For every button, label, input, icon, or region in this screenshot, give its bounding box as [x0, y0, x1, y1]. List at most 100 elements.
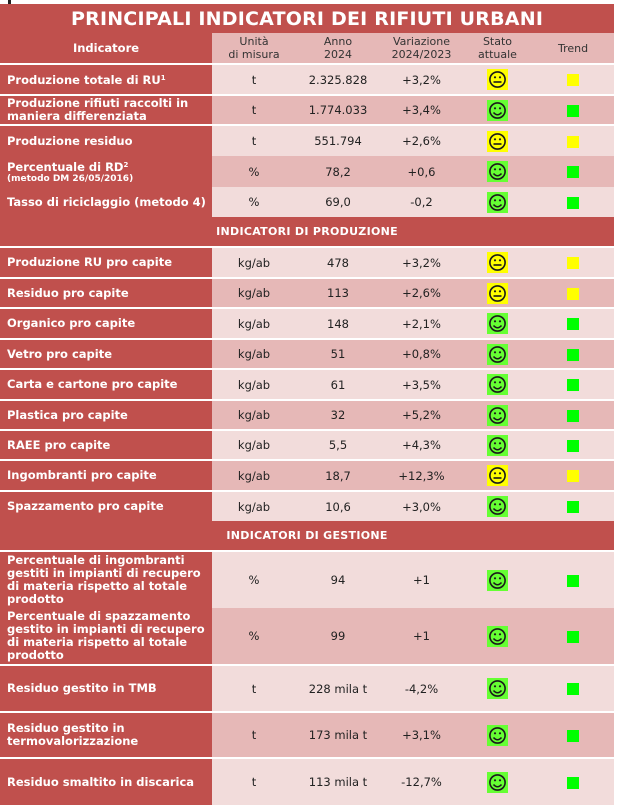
status-cell: [463, 277, 532, 308]
trend-cell: [532, 94, 615, 125]
trend-cell: [532, 399, 615, 430]
smiley-happy-icon: [487, 404, 508, 426]
status-cell: [463, 459, 532, 491]
col-header-indicatore: Indicatore: [0, 33, 212, 64]
smiley-happy-icon: [487, 771, 508, 793]
table-row: Residuo gestito in termovalorizzazione t 1…: [0, 711, 615, 758]
trend-yellow-square-icon: [567, 470, 580, 482]
unit-cell: kg/ab: [212, 399, 296, 430]
value-cell: 113 mila t: [296, 757, 380, 805]
trend-green-square-icon: [567, 166, 580, 178]
table-row: Produzione residuo t 551.794 +2,6%: [0, 124, 615, 156]
trend-yellow-square-icon: [567, 257, 580, 269]
page-title: PRINCIPALI INDICATORI DEI RIFIUTI URBANI: [0, 4, 615, 33]
smiley-neutral-icon: [487, 130, 508, 152]
change-cell: +0,6: [380, 156, 463, 187]
indicator-label: Residuo pro capite: [7, 285, 129, 300]
col-header-unita-line1: Unità: [239, 35, 269, 48]
trend-cell: [532, 429, 615, 460]
section-title: INDICATORI DI PRODUZIONE: [0, 217, 615, 247]
status-cell: [463, 429, 532, 460]
smiley-happy-icon: [487, 313, 508, 334]
unit-cell: %: [212, 550, 296, 608]
value-cell: 478: [296, 246, 380, 278]
smiley-happy-icon: [487, 343, 508, 365]
unit-cell: kg/ab: [212, 338, 296, 369]
value-cell: 78,2: [296, 156, 380, 187]
unit-cell: %: [212, 156, 296, 187]
indicator-cell: Produzione totale di RU1: [0, 63, 212, 95]
trend-yellow-square-icon: [567, 74, 580, 86]
unit-cell: kg/ab: [212, 490, 296, 521]
section-header-row: INDICATORI DI GESTIONE: [0, 521, 615, 551]
status-cell: [463, 307, 532, 339]
col-header-stato: Stato attuale: [463, 33, 532, 64]
col-header-anno-line2: 2024: [324, 48, 352, 61]
table-row: Percentuale di ingombranti gestiti in im…: [0, 550, 615, 608]
unit-cell: kg/ab: [212, 459, 296, 491]
unit-cell: kg/ab: [212, 246, 296, 278]
change-cell: +4,3%: [380, 429, 463, 460]
smiley-happy-icon: [487, 161, 508, 182]
value-cell: 32: [296, 399, 380, 430]
indicator-label: Produzione residuo: [7, 133, 133, 148]
value-cell: 51: [296, 338, 380, 369]
indicator-label: Residuo smaltito in discarica: [7, 774, 195, 789]
indicator-label: RAEE pro capite: [7, 437, 111, 452]
value-cell: 18,7: [296, 459, 380, 491]
col-header-variazione: Variazione 2024/2023: [380, 33, 463, 64]
section-header-row: INDICATORI DI PRODUZIONE: [0, 217, 615, 247]
indicator-label: Ingombranti pro capite: [7, 468, 157, 482]
smiley-neutral-icon: [487, 69, 508, 90]
table-row: Percentuale di RD2 (metodo DM 26/05/2016)…: [0, 156, 615, 187]
trend-yellow-square-icon: [567, 287, 580, 300]
trend-green-square-icon: [567, 104, 580, 117]
smiley-happy-icon: [487, 99, 508, 121]
trend-cell: [532, 124, 615, 156]
change-cell: +0,8%: [380, 338, 463, 369]
smiley-happy-icon: [487, 191, 508, 213]
table-row: Residuo pro capite kg/ab 113 +2,6%: [0, 277, 615, 308]
status-cell: [463, 63, 532, 95]
smiley-neutral-icon: [487, 282, 508, 304]
table-row: Residuo smaltito in discarica t 113 mila t…: [0, 757, 615, 805]
indicator-cell: Percentuale di RD2 (metodo DM 26/05/2016): [0, 156, 212, 187]
status-cell: [463, 399, 532, 430]
indicator-label: Produzione rifiuti raccolti in maniera d…: [7, 96, 189, 123]
indicator-label: Produzione totale di RU: [7, 73, 161, 87]
trend-cell: [532, 187, 615, 217]
change-cell: +3,2%: [380, 246, 463, 278]
status-cell: [463, 124, 532, 156]
smiley-happy-icon: [487, 569, 508, 591]
table-row: Produzione rifiuti raccolti in maniera d…: [0, 94, 615, 125]
unit-cell: kg/ab: [212, 429, 296, 460]
value-cell: 94: [296, 550, 380, 608]
status-cell: [463, 757, 532, 805]
indicator-cell: Percentuale di ingombranti gestiti in im…: [0, 550, 212, 608]
col-header-stato-line2: attuale: [478, 48, 517, 61]
unit-cell: t: [212, 94, 296, 125]
change-cell: +1: [380, 608, 463, 665]
status-cell: [463, 608, 532, 665]
indicator-cell: Tasso di riciclaggio (metodo 4): [0, 187, 212, 217]
col-header-trend: Trend: [532, 33, 615, 64]
trend-cell: [532, 459, 615, 491]
table-row: RAEE pro capite kg/ab 5,5 +4,3%: [0, 429, 615, 460]
unit-cell: t: [212, 757, 296, 805]
smiley-happy-icon: [487, 678, 508, 699]
unit-cell: kg/ab: [212, 277, 296, 308]
column-header-row: Indicatore Unità di misura Anno 2024 Varia…: [0, 33, 615, 64]
status-cell: [463, 490, 532, 521]
status-cell: [463, 711, 532, 758]
status-cell: [463, 550, 532, 608]
indicator-note: (metodo DM 26/05/2016): [7, 173, 134, 184]
change-cell: +2,1%: [380, 307, 463, 339]
trend-cell: [532, 664, 615, 712]
indicator-cell: RAEE pro capite: [0, 429, 212, 460]
indicator-label: Produzione RU pro capite: [7, 255, 172, 269]
table-row: Tasso di riciclaggio (metodo 4)% 69,0 -0,2: [0, 187, 615, 217]
indicator-label: Percentuale di ingombranti gestiti in im…: [7, 553, 201, 606]
status-cell: [463, 246, 532, 278]
table-row: Vetro pro capite kg/ab 51 +0,8%: [0, 338, 615, 369]
indicator-label: Carta e cartone pro capite: [7, 377, 178, 391]
